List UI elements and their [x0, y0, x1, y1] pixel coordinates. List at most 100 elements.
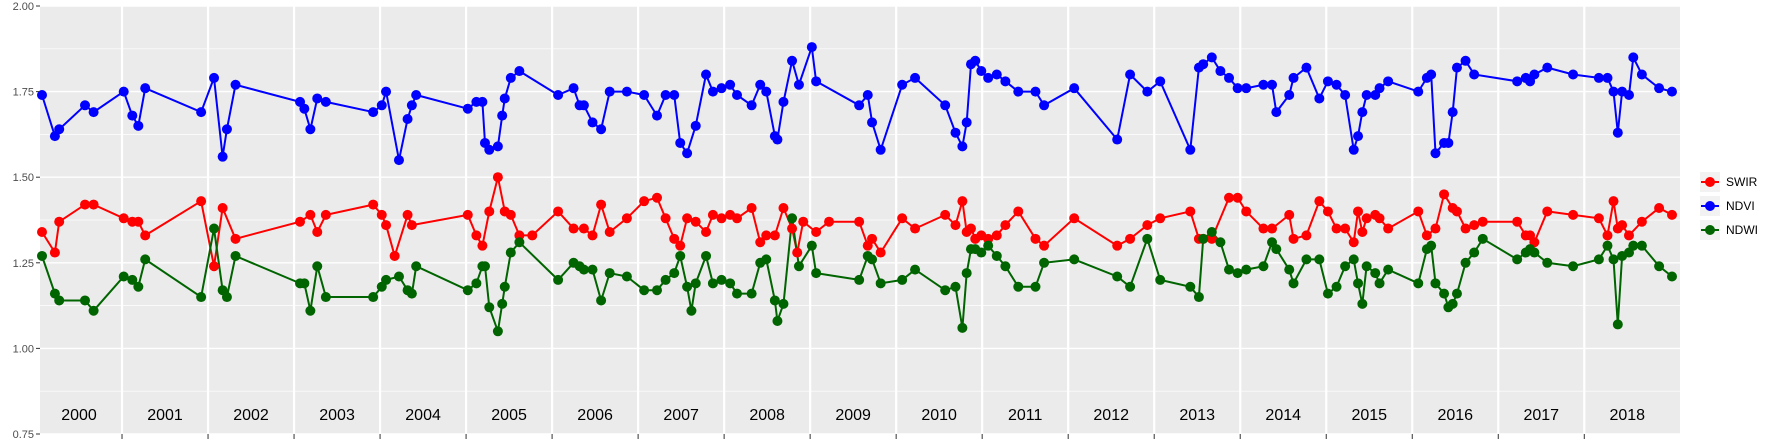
- data-point-ndvi: [477, 96, 488, 107]
- data-point-swir: [1636, 216, 1647, 227]
- data-point-swir: [639, 196, 650, 207]
- data-point-ndvi: [1512, 76, 1523, 87]
- data-point-ndvi: [1069, 83, 1080, 94]
- data-point-ndwi: [411, 261, 422, 272]
- data-point-ndvi: [1348, 144, 1359, 155]
- data-point-swir: [1039, 240, 1050, 251]
- data-point-ndwi: [1224, 264, 1235, 275]
- data-point-ndvi: [1443, 137, 1454, 148]
- data-point-ndwi: [910, 264, 921, 275]
- data-point-ndwi: [806, 240, 817, 251]
- data-point-ndwi: [1198, 233, 1209, 244]
- data-point-swir: [209, 261, 220, 272]
- data-point-ndvi: [811, 76, 822, 87]
- data-point-swir: [49, 247, 60, 258]
- data-point-swir: [824, 216, 835, 227]
- data-point-ndwi: [991, 250, 1002, 261]
- legend-label-ndvi: NDVI: [1726, 199, 1755, 213]
- data-point-ndwi: [983, 240, 994, 251]
- legend-label-ndwi: NDWI: [1726, 223, 1758, 237]
- data-point-swir: [792, 247, 803, 258]
- data-point-swir: [376, 209, 387, 220]
- data-point-swir: [755, 237, 766, 248]
- data-point-ndwi: [725, 278, 736, 289]
- data-point-ndwi: [1340, 261, 1351, 272]
- data-point-ndwi: [1568, 261, 1579, 272]
- data-point-swir: [1617, 220, 1628, 231]
- data-point-swir: [1439, 189, 1450, 200]
- data-point-ndwi: [54, 295, 65, 306]
- data-point-ndvi: [1361, 90, 1372, 101]
- data-point-ndvi: [80, 100, 91, 111]
- data-point-ndwi: [1112, 271, 1123, 282]
- data-point-ndwi: [1185, 281, 1196, 292]
- data-point-ndvi: [499, 93, 510, 104]
- data-point-swir: [1593, 213, 1604, 224]
- data-point-swir: [1383, 223, 1394, 234]
- year-label: 2013: [1179, 407, 1215, 424]
- data-point-ndvi: [1030, 86, 1041, 97]
- data-point-ndvi: [707, 86, 718, 97]
- data-point-ndwi: [1654, 261, 1665, 272]
- data-point-swir: [1542, 206, 1553, 217]
- data-point-ndwi: [1357, 298, 1368, 309]
- data-point-swir: [1460, 223, 1471, 234]
- data-point-swir: [295, 216, 306, 227]
- data-point-ndvi: [961, 117, 972, 128]
- year-label: 2018: [1609, 407, 1645, 424]
- year-label: 2011: [1008, 407, 1043, 424]
- year-label: 2004: [405, 407, 441, 424]
- data-point-swir: [957, 196, 968, 207]
- data-point-ndwi: [639, 285, 650, 296]
- data-point-ndvi: [320, 96, 331, 107]
- data-point-ndwi: [1447, 298, 1458, 309]
- data-point-ndvi: [209, 72, 220, 83]
- data-point-ndwi: [1370, 268, 1381, 279]
- year-label: 2009: [835, 407, 871, 424]
- data-point-ndvi: [1125, 69, 1136, 80]
- data-point-swir: [1421, 230, 1432, 241]
- data-point-ndwi: [701, 250, 712, 261]
- data-point-swir: [477, 240, 488, 251]
- data-point-ndvi: [716, 83, 727, 94]
- data-point-ndvi: [1374, 83, 1385, 94]
- legend-key-point: [1705, 201, 1715, 211]
- data-point-ndwi: [1374, 278, 1385, 289]
- grid-lines: [40, 5, 1680, 435]
- year-label: 2006: [577, 407, 613, 424]
- data-point-ndwi: [793, 261, 804, 272]
- data-point-ndwi: [1612, 319, 1623, 330]
- data-point-ndvi: [639, 90, 650, 101]
- data-point-ndvi: [1636, 69, 1647, 80]
- data-point-ndvi: [675, 137, 686, 148]
- year-labels: 2000 2001 2002 2003 2004 2005 2006 2007 2008 2009…: [61, 407, 1645, 424]
- y-tick-label: 1.75: [13, 87, 34, 99]
- data-point-swir: [1241, 206, 1252, 217]
- data-point-ndwi: [690, 278, 701, 289]
- data-point-ndvi: [867, 117, 878, 128]
- data-point-ndvi: [950, 127, 961, 138]
- data-point-swir: [80, 199, 91, 210]
- data-point-ndwi: [305, 305, 316, 316]
- data-point-ndwi: [368, 292, 379, 303]
- data-point-swir: [1301, 230, 1312, 241]
- data-point-swir: [568, 223, 579, 234]
- data-point-ndwi: [1232, 268, 1243, 279]
- data-point-ndvi: [1529, 69, 1540, 80]
- data-point-swir: [769, 230, 780, 241]
- y-tick-label: 1.50: [13, 172, 34, 184]
- data-point-ndvi: [778, 96, 789, 107]
- data-point-ndwi: [587, 264, 598, 275]
- data-point-swir: [811, 226, 822, 237]
- data-point-ndvi: [305, 124, 316, 135]
- data-point-swir: [854, 216, 865, 227]
- year-label: 2016: [1437, 407, 1473, 424]
- data-point-swir: [950, 220, 961, 231]
- data-point-ndvi: [1271, 107, 1282, 118]
- data-point-swir: [1608, 196, 1619, 207]
- data-point-ndvi: [761, 86, 772, 97]
- data-point-ndwi: [660, 274, 671, 285]
- data-point-ndwi: [1636, 240, 1647, 251]
- data-point-ndvi: [312, 93, 323, 104]
- data-point-swir: [1413, 206, 1424, 217]
